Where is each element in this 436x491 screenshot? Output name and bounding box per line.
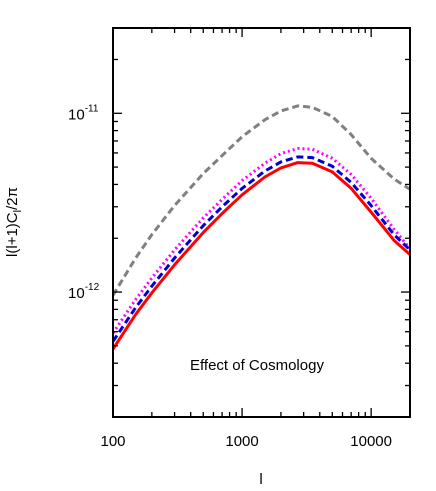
series-line-2 bbox=[111, 155, 412, 343]
y-tick-label-base: 10 bbox=[68, 106, 85, 123]
x-tick-label: 1000 bbox=[225, 433, 258, 450]
y-axis-title: l(l+1)Cl/2π bbox=[4, 187, 24, 257]
y-axis-title-tail: /2π bbox=[4, 187, 21, 210]
y-axis-title-sub: l bbox=[12, 210, 24, 212]
y-tick-label-base: 10 bbox=[68, 285, 85, 302]
series-line-0 bbox=[111, 104, 411, 296]
y-tick-label-exponent: -12 bbox=[85, 282, 100, 293]
y-axis-title-base: l(l+1)C bbox=[4, 212, 21, 257]
plot-frame bbox=[112, 27, 411, 418]
y-tick-label: 10-11 bbox=[68, 103, 99, 123]
x-axis-title: l bbox=[259, 471, 262, 488]
series-layer bbox=[111, 104, 412, 350]
x-tick-label: 10000 bbox=[350, 433, 392, 450]
annotation-text: Effect of Cosmology bbox=[190, 357, 324, 374]
series-line-3 bbox=[111, 161, 411, 350]
y-tick-label-exponent: -11 bbox=[85, 103, 99, 114]
series-line-1 bbox=[111, 147, 412, 334]
x-tick-label: 100 bbox=[100, 433, 125, 450]
y-tick-label: 10-12 bbox=[68, 282, 100, 302]
